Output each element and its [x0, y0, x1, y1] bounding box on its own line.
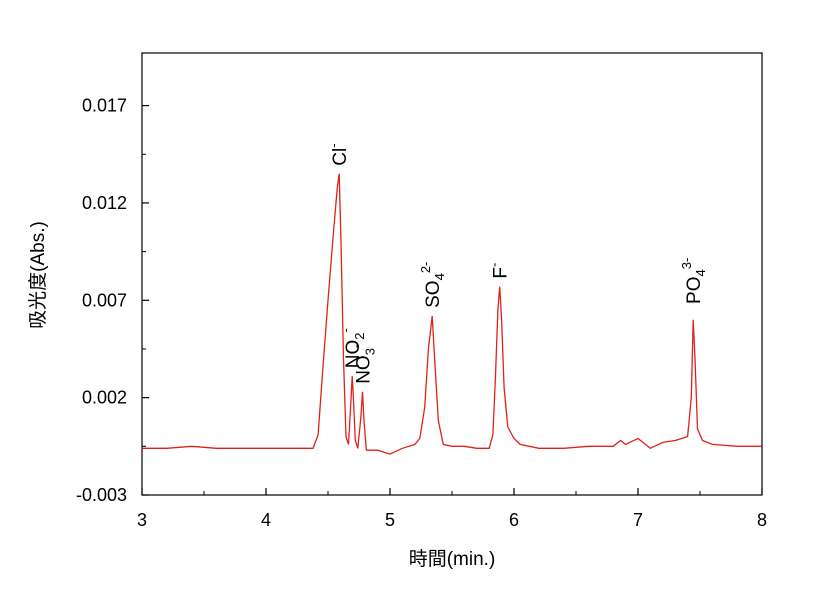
x-tick-label: 7 — [633, 510, 643, 530]
peak-label-text: F- — [487, 263, 512, 279]
peak-label: NO3- — [348, 344, 377, 384]
x-tick-label: 6 — [509, 510, 519, 530]
peak-label: PO43- — [679, 258, 708, 304]
y-tick-label: 0.017 — [82, 96, 127, 116]
absorbance-trace-line — [142, 173, 762, 455]
y-axis: -0.003 0.002 0.007 0.012 0.017 — [76, 96, 149, 505]
peak-label: F- — [487, 263, 512, 279]
peak-labels: Cl- NO2-NO3- SO42- F- PO43- — [326, 143, 708, 383]
peak-label-text: SO42- — [418, 262, 447, 308]
y-axis-title: 吸光度(Abs.) — [27, 221, 49, 329]
plot-frame — [141, 52, 763, 496]
x-tick-label: 3 — [137, 510, 147, 530]
peak-label-text: PO43- — [679, 258, 708, 304]
x-axis: 3 4 5 6 7 8 — [137, 488, 767, 530]
peak-label: NO2- — [338, 328, 367, 368]
x-tick-label: 8 — [757, 510, 767, 530]
x-axis-title: 時間(min.) — [409, 548, 496, 570]
y-tick-label: 0.002 — [82, 388, 127, 408]
y-tick-label: 0.012 — [82, 193, 127, 213]
x-tick-label: 4 — [261, 510, 271, 530]
y-tick-label: -0.003 — [76, 485, 127, 505]
peak-label: Cl- — [326, 143, 351, 165]
peak-label-text: Cl- — [326, 143, 351, 165]
peak-label-text: NO3- — [348, 344, 377, 384]
peak-label-text: NO2- — [338, 328, 367, 368]
x-tick-label: 5 — [385, 510, 395, 530]
peak-label: SO42- — [418, 262, 447, 308]
y-tick-label: 0.007 — [82, 290, 127, 310]
